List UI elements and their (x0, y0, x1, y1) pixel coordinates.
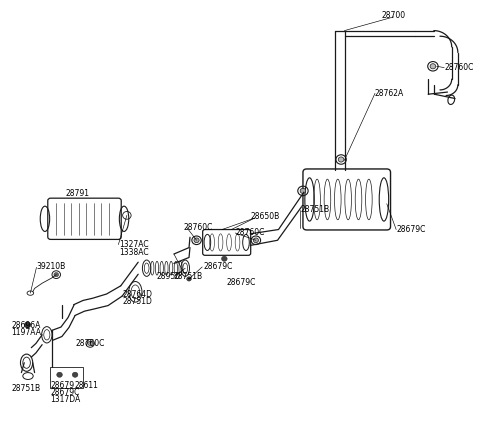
Text: 28700: 28700 (382, 11, 406, 20)
Text: 28679C: 28679C (203, 261, 232, 270)
Text: 39210B: 39210B (36, 261, 65, 270)
Text: 1327AC: 1327AC (120, 240, 149, 249)
Circle shape (54, 273, 59, 277)
Text: 28760C: 28760C (75, 338, 105, 347)
Text: 28791: 28791 (65, 188, 89, 197)
Text: 1338AC: 1338AC (120, 247, 149, 256)
Circle shape (57, 372, 62, 378)
Text: 28679C: 28679C (227, 278, 256, 287)
Text: 28611: 28611 (74, 380, 98, 389)
Circle shape (24, 322, 31, 328)
Text: 1317DA: 1317DA (50, 394, 81, 403)
Circle shape (72, 372, 78, 378)
Text: 28760C: 28760C (183, 222, 213, 231)
Text: 1197AA: 1197AA (11, 328, 41, 337)
Text: 28679C: 28679C (50, 387, 80, 396)
Ellipse shape (253, 238, 258, 243)
Ellipse shape (430, 64, 436, 70)
Ellipse shape (194, 238, 199, 243)
Text: 28762A: 28762A (375, 88, 404, 97)
Circle shape (187, 277, 192, 282)
Ellipse shape (300, 189, 306, 194)
Text: 28650B: 28650B (250, 212, 279, 221)
Text: 28760C: 28760C (235, 227, 264, 236)
Text: 28760C: 28760C (444, 63, 474, 72)
Text: 28751B: 28751B (174, 272, 203, 281)
Text: 28751B: 28751B (11, 383, 40, 392)
Text: 28764D: 28764D (122, 289, 152, 298)
Ellipse shape (88, 341, 93, 346)
Text: 28751D: 28751D (122, 296, 152, 305)
Bar (49, 367, 83, 389)
Text: 28950: 28950 (156, 271, 180, 280)
Text: 28679: 28679 (50, 380, 75, 389)
Text: 28696A: 28696A (11, 320, 40, 329)
Text: 28679C: 28679C (396, 224, 426, 233)
Ellipse shape (338, 157, 344, 163)
Circle shape (221, 257, 227, 262)
Text: 28751B: 28751B (300, 205, 330, 214)
